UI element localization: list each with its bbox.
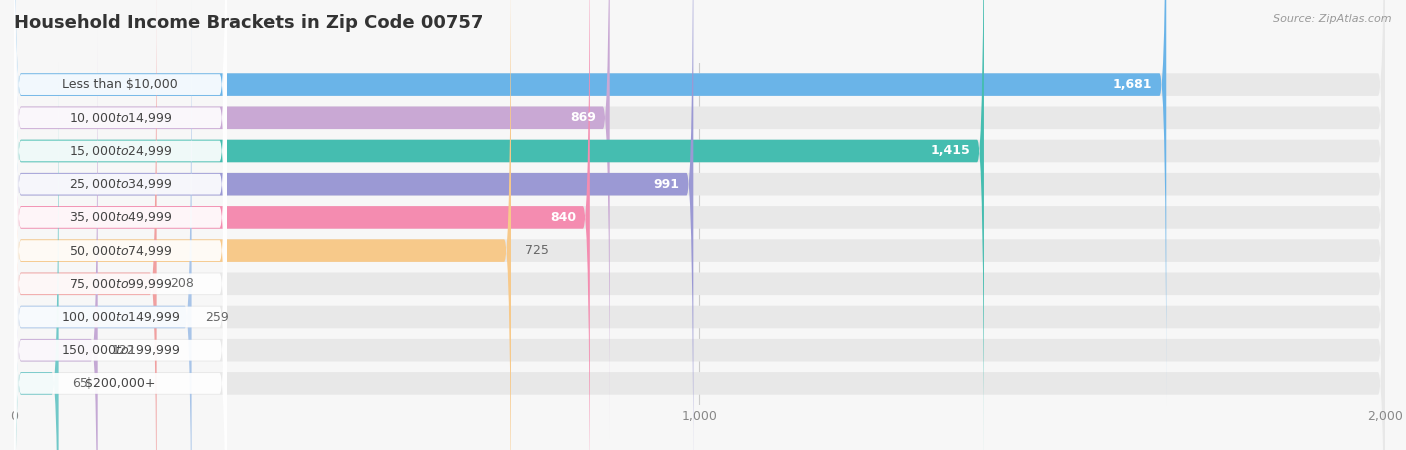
FancyBboxPatch shape	[14, 0, 226, 450]
Text: 65: 65	[72, 377, 89, 390]
FancyBboxPatch shape	[14, 63, 1385, 450]
Text: 122: 122	[111, 344, 135, 357]
Text: $15,000 to $24,999: $15,000 to $24,999	[69, 144, 172, 158]
FancyBboxPatch shape	[14, 0, 156, 450]
FancyBboxPatch shape	[14, 0, 1385, 450]
FancyBboxPatch shape	[14, 0, 610, 439]
Text: $200,000+: $200,000+	[84, 377, 156, 390]
FancyBboxPatch shape	[14, 0, 1385, 405]
Text: $35,000 to $49,999: $35,000 to $49,999	[69, 211, 172, 225]
FancyBboxPatch shape	[14, 0, 1385, 439]
FancyBboxPatch shape	[14, 29, 97, 450]
Text: 208: 208	[170, 277, 194, 290]
Text: 1,681: 1,681	[1114, 78, 1153, 91]
FancyBboxPatch shape	[14, 0, 1385, 450]
FancyBboxPatch shape	[14, 0, 984, 450]
Text: Less than $10,000: Less than $10,000	[62, 78, 179, 91]
Text: $50,000 to $74,999: $50,000 to $74,999	[69, 243, 172, 257]
FancyBboxPatch shape	[14, 0, 191, 450]
Text: Source: ZipAtlas.com: Source: ZipAtlas.com	[1274, 14, 1392, 23]
FancyBboxPatch shape	[14, 29, 1385, 450]
FancyBboxPatch shape	[14, 62, 226, 450]
FancyBboxPatch shape	[14, 0, 226, 450]
FancyBboxPatch shape	[14, 0, 226, 450]
FancyBboxPatch shape	[14, 0, 1385, 450]
Text: Household Income Brackets in Zip Code 00757: Household Income Brackets in Zip Code 00…	[14, 14, 484, 32]
Text: 991: 991	[654, 178, 679, 191]
FancyBboxPatch shape	[14, 0, 226, 450]
FancyBboxPatch shape	[14, 0, 591, 450]
Text: 259: 259	[205, 310, 229, 324]
Text: 725: 725	[524, 244, 548, 257]
Text: $75,000 to $99,999: $75,000 to $99,999	[69, 277, 172, 291]
Text: 840: 840	[550, 211, 576, 224]
FancyBboxPatch shape	[14, 0, 1385, 450]
FancyBboxPatch shape	[14, 28, 226, 450]
FancyBboxPatch shape	[14, 0, 1385, 450]
Text: $25,000 to $34,999: $25,000 to $34,999	[69, 177, 172, 191]
Text: $100,000 to $149,999: $100,000 to $149,999	[60, 310, 180, 324]
FancyBboxPatch shape	[14, 0, 510, 450]
FancyBboxPatch shape	[14, 0, 226, 450]
Text: 1,415: 1,415	[931, 144, 970, 158]
FancyBboxPatch shape	[14, 63, 59, 450]
FancyBboxPatch shape	[14, 0, 226, 440]
Text: 869: 869	[569, 111, 596, 124]
FancyBboxPatch shape	[14, 0, 1385, 450]
FancyBboxPatch shape	[14, 0, 1166, 405]
Text: $150,000 to $199,999: $150,000 to $199,999	[60, 343, 180, 357]
FancyBboxPatch shape	[14, 0, 226, 406]
Text: $10,000 to $14,999: $10,000 to $14,999	[69, 111, 172, 125]
FancyBboxPatch shape	[14, 0, 226, 450]
FancyBboxPatch shape	[14, 0, 693, 450]
